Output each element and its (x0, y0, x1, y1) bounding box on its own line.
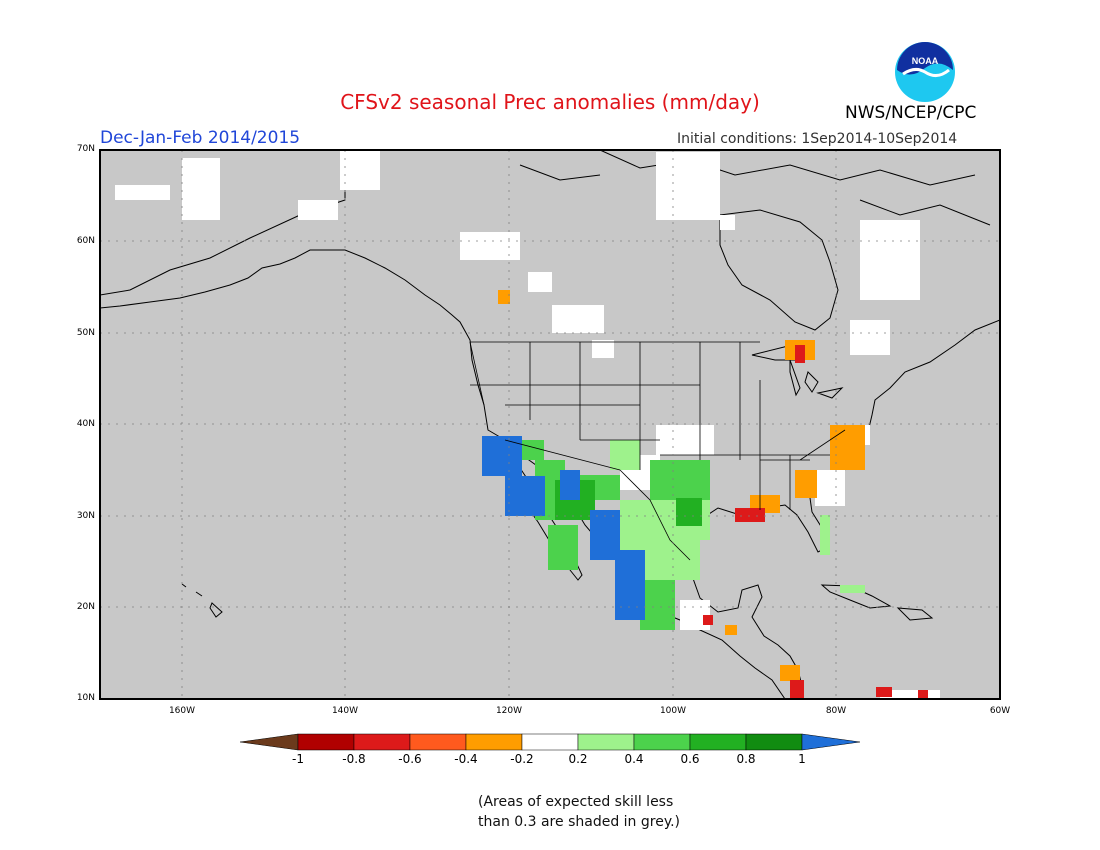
colorbar-swatch (521, 733, 579, 751)
lat-tick-30n: 30N (76, 511, 95, 521)
colorbar-swatch (745, 733, 803, 751)
lat-tick-20n: 20N (76, 602, 95, 612)
colorbar-tick-label: 1 (798, 752, 806, 766)
hispaniola (896, 607, 934, 621)
hawaii-islands (181, 583, 223, 618)
lat-tick-50n: 50N (76, 328, 95, 338)
red-anomaly-cells (703, 345, 928, 699)
lon-tick-120w: 120W (495, 706, 523, 716)
colorbar-tick-label: -0.4 (454, 752, 478, 766)
lat-tick-10n: 10N (76, 693, 95, 703)
colorbar-high-arrow (801, 733, 861, 751)
lat-tick-40n: 40N (76, 419, 95, 429)
season-label: Dec-Jan-Feb 2014/2015 (100, 128, 301, 148)
graticule (100, 150, 1000, 699)
colorbar-swatch (409, 733, 467, 751)
map-content (100, 150, 1000, 699)
logo-upper (897, 42, 953, 75)
lon-tick-100w: 100W (659, 706, 687, 716)
lat-tick-60n: 60N (76, 236, 95, 246)
colorbar-tick-label: 0.2 (568, 752, 588, 766)
colorbar (240, 733, 861, 751)
colorbar-swatch (689, 733, 747, 751)
agency-label: NWS/NCEP/CPC (845, 103, 977, 123)
political-borders (469, 341, 846, 561)
colorbar-tick-label: -0.8 (342, 752, 366, 766)
skill-note-line-1: (Areas of expected skill less (478, 794, 674, 810)
map-title: CFSv2 seasonal Prec anomalies (mm/day) (340, 90, 760, 114)
colorbar-swatch (297, 733, 355, 751)
lon-tick-60w: 60W (989, 706, 1011, 716)
map-frame (99, 149, 1001, 700)
hudson-bay (719, 209, 839, 331)
logo-lettering: NOAA (912, 56, 939, 66)
lat-tick-70n: 70N (76, 144, 95, 154)
colorbar-swatch (633, 733, 691, 751)
colorbar-tick-label: -1 (292, 752, 304, 766)
lon-tick-160w: 160W (168, 706, 196, 716)
white-anomaly-cells (115, 150, 940, 699)
noaa-logo: NOAA (895, 42, 955, 102)
colorbar-swatch (577, 733, 635, 751)
colorbar-tick-label: 0.8 (736, 752, 756, 766)
skill-note-line-2: than 0.3 are shaded in grey.) (478, 814, 681, 830)
colorbar-swatch (465, 733, 523, 751)
skill-note: (Areas of expected skill less than 0.3 a… (478, 792, 680, 832)
colorbar-swatch (353, 733, 411, 751)
initial-conditions-label: Initial conditions: 1Sep2014-10Sep2014 (677, 131, 958, 147)
colorbar-tick-label: 0.4 (624, 752, 644, 766)
logo-wave (902, 67, 950, 77)
lon-tick-140w: 140W (331, 706, 359, 716)
lon-tick-80w: 80W (825, 706, 847, 716)
colorbar-tick-label: -0.2 (510, 752, 534, 766)
colorbar-tick-label: 0.6 (680, 752, 700, 766)
colorbar-low-arrow (240, 733, 299, 751)
colorbar-tick-label: -0.6 (398, 752, 422, 766)
